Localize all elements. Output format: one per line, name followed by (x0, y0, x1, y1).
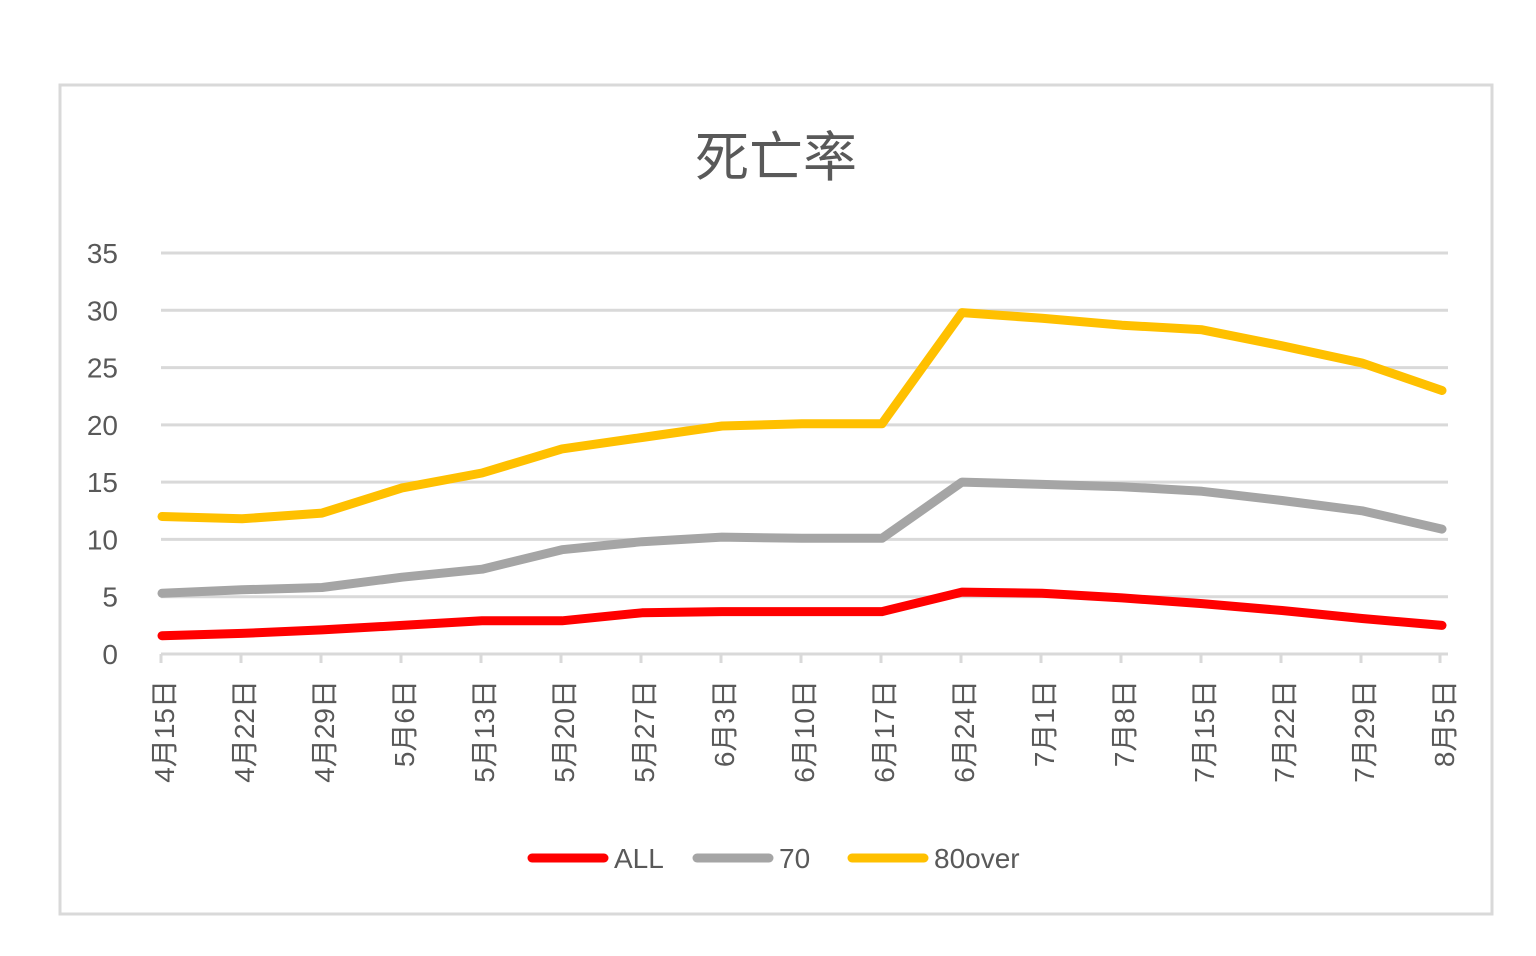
x-tick-label: 4月29日 (309, 680, 340, 783)
x-tick-label: 4月22日 (229, 680, 260, 783)
x-tick-label: 6月10日 (789, 680, 820, 783)
legend-label: ALL (614, 843, 664, 874)
y-tick-label: 15 (87, 467, 118, 498)
x-tick-label: 7月29日 (1349, 680, 1380, 783)
x-tick-label: 7月8日 (1109, 680, 1140, 767)
y-tick-label: 5 (102, 582, 118, 613)
x-tick-label: 8月5日 (1429, 680, 1460, 767)
x-tick-label: 4月15日 (149, 680, 180, 783)
x-tick-label: 6月24日 (949, 680, 980, 783)
x-tick-label: 7月15日 (1189, 680, 1220, 783)
gridlines (161, 251, 1448, 599)
y-tick-label: 30 (87, 295, 118, 326)
series-line-all (157, 587, 1447, 641)
y-tick-label: 10 (87, 524, 118, 555)
x-axis: 4月15日 4月22日 4月29日 5月6日 5月13日 5月20日 5月27日 6月3日 6月… (149, 652, 1460, 783)
x-tick-label: 7月1日 (1029, 680, 1060, 767)
x-tick-label: 7月22日 (1269, 680, 1300, 783)
x-tick-label: 5月6日 (389, 680, 420, 767)
x-tick-label: 6月3日 (709, 680, 740, 767)
legend-label: 70 (779, 843, 810, 874)
x-tick-label: 5月20日 (549, 680, 580, 783)
chart-title: 死亡率 (695, 128, 857, 188)
y-tick-label: 25 (87, 353, 118, 384)
legend: ALL 70 80over (527, 843, 1020, 874)
x-tick-label: 5月27日 (629, 680, 660, 783)
x-tick-label: 6月17日 (869, 680, 900, 783)
legend-label: 80over (934, 843, 1020, 874)
x-tick-label: 5月13日 (469, 680, 500, 783)
y-tick-label: 0 (102, 639, 118, 670)
y-tick-label: 20 (87, 410, 118, 441)
series-lines (157, 308, 1447, 641)
series-line-80over (157, 308, 1447, 524)
series-line-70 (157, 477, 1447, 598)
y-axis-ticks: 0 5 10 15 20 25 30 35 (87, 238, 118, 670)
y-tick-label: 35 (87, 238, 118, 269)
